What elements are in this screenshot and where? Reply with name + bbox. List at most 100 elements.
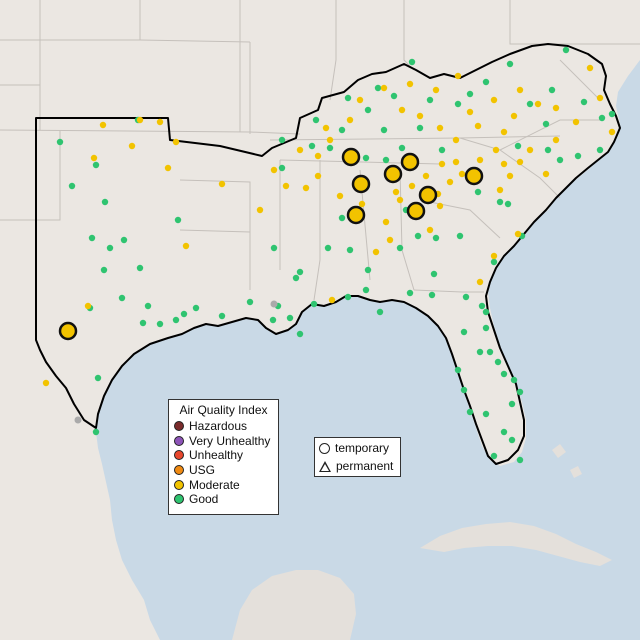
aqi-marker-temporary-moderate[interactable] xyxy=(346,205,366,225)
aqi-marker-good[interactable] xyxy=(508,400,516,408)
aqi-marker-good[interactable] xyxy=(478,302,486,310)
aqi-marker-good[interactable] xyxy=(346,246,354,254)
aqi-marker-good[interactable] xyxy=(144,302,152,310)
aqi-marker-temporary-moderate[interactable] xyxy=(341,147,361,167)
aqi-marker-good[interactable] xyxy=(308,142,316,150)
aqi-marker-moderate[interactable] xyxy=(506,172,514,180)
aqi-marker-good[interactable] xyxy=(574,152,582,160)
aqi-marker-good[interactable] xyxy=(466,90,474,98)
aqi-marker-moderate[interactable] xyxy=(398,106,406,114)
aqi-marker-good[interactable] xyxy=(460,386,468,394)
aqi-marker-no-data[interactable] xyxy=(74,416,82,424)
aqi-marker-good[interactable] xyxy=(139,319,147,327)
aqi-marker-moderate[interactable] xyxy=(346,116,354,124)
aqi-marker-temporary-moderate[interactable] xyxy=(351,174,371,194)
aqi-marker-moderate[interactable] xyxy=(382,218,390,226)
aqi-marker-moderate[interactable] xyxy=(372,248,380,256)
aqi-marker-good[interactable] xyxy=(344,293,352,301)
aqi-marker-moderate[interactable] xyxy=(432,86,440,94)
aqi-marker-good[interactable] xyxy=(362,286,370,294)
aqi-marker-moderate[interactable] xyxy=(476,156,484,164)
aqi-marker-temporary-moderate[interactable] xyxy=(383,164,403,184)
aqi-marker-good[interactable] xyxy=(482,324,490,332)
aqi-marker-moderate[interactable] xyxy=(572,118,580,126)
aqi-marker-good[interactable] xyxy=(92,428,100,436)
aqi-marker-good[interactable] xyxy=(324,244,332,252)
aqi-marker-good[interactable] xyxy=(598,114,606,122)
aqi-marker-good[interactable] xyxy=(454,366,462,374)
aqi-marker-moderate[interactable] xyxy=(42,379,50,387)
aqi-marker-moderate[interactable] xyxy=(406,80,414,88)
aqi-marker-moderate[interactable] xyxy=(328,296,336,304)
aqi-marker-good[interactable] xyxy=(414,232,422,240)
aqi-marker-moderate[interactable] xyxy=(156,118,164,126)
aqi-marker-moderate[interactable] xyxy=(322,124,330,132)
aqi-marker-moderate[interactable] xyxy=(270,166,278,174)
aqi-marker-good[interactable] xyxy=(296,330,304,338)
aqi-marker-moderate[interactable] xyxy=(492,146,500,154)
aqi-marker-good[interactable] xyxy=(476,348,484,356)
aqi-marker-good[interactable] xyxy=(500,370,508,378)
aqi-marker-good[interactable] xyxy=(338,214,346,222)
aqi-marker-moderate[interactable] xyxy=(542,170,550,178)
aqi-marker-moderate[interactable] xyxy=(356,96,364,104)
aqi-marker-moderate[interactable] xyxy=(172,138,180,146)
aqi-marker-temporary-moderate[interactable] xyxy=(400,152,420,172)
aqi-marker-good[interactable] xyxy=(278,136,286,144)
aqi-marker-moderate[interactable] xyxy=(380,84,388,92)
aqi-marker-moderate[interactable] xyxy=(136,116,144,124)
aqi-marker-moderate[interactable] xyxy=(596,94,604,102)
aqi-marker-moderate[interactable] xyxy=(396,196,404,204)
aqi-marker-moderate[interactable] xyxy=(474,122,482,130)
aqi-marker-good[interactable] xyxy=(482,410,490,418)
aqi-marker-good[interactable] xyxy=(174,216,182,224)
aqi-marker-good[interactable] xyxy=(504,200,512,208)
aqi-marker-good[interactable] xyxy=(376,308,384,316)
aqi-marker-moderate[interactable] xyxy=(426,226,434,234)
aqi-marker-good[interactable] xyxy=(516,388,524,396)
aqi-marker-moderate[interactable] xyxy=(466,108,474,116)
aqi-marker-moderate[interactable] xyxy=(452,136,460,144)
aqi-marker-good[interactable] xyxy=(544,146,552,154)
aqi-marker-good[interactable] xyxy=(456,232,464,240)
aqi-marker-moderate[interactable] xyxy=(218,180,226,188)
aqi-marker-moderate[interactable] xyxy=(182,242,190,250)
aqi-marker-good[interactable] xyxy=(514,142,522,150)
aqi-marker-moderate[interactable] xyxy=(164,164,172,172)
aqi-marker-good[interactable] xyxy=(156,320,164,328)
aqi-marker-moderate[interactable] xyxy=(386,236,394,244)
aqi-marker-good[interactable] xyxy=(118,294,126,302)
aqi-marker-good[interactable] xyxy=(490,452,498,460)
aqi-marker-moderate[interactable] xyxy=(586,64,594,72)
aqi-marker-moderate[interactable] xyxy=(282,182,290,190)
aqi-marker-good[interactable] xyxy=(270,244,278,252)
aqi-marker-good[interactable] xyxy=(406,289,414,297)
aqi-marker-good[interactable] xyxy=(482,308,490,316)
aqi-marker-good[interactable] xyxy=(380,126,388,134)
aqi-marker-good[interactable] xyxy=(562,46,570,54)
aqi-marker-good[interactable] xyxy=(426,96,434,104)
aqi-marker-good[interactable] xyxy=(510,376,518,384)
aqi-marker-moderate[interactable] xyxy=(408,182,416,190)
aqi-marker-good[interactable] xyxy=(490,258,498,266)
aqi-marker-moderate[interactable] xyxy=(392,188,400,196)
aqi-marker-moderate[interactable] xyxy=(314,152,322,160)
aqi-marker-good[interactable] xyxy=(338,126,346,134)
aqi-marker-moderate[interactable] xyxy=(516,158,524,166)
aqi-marker-moderate[interactable] xyxy=(534,100,542,108)
aqi-marker-good[interactable] xyxy=(508,436,516,444)
aqi-marker-moderate[interactable] xyxy=(438,160,446,168)
aqi-marker-good[interactable] xyxy=(416,124,424,132)
aqi-marker-good[interactable] xyxy=(101,198,109,206)
aqi-marker-good[interactable] xyxy=(278,164,286,172)
aqi-marker-moderate[interactable] xyxy=(436,124,444,132)
aqi-marker-moderate[interactable] xyxy=(422,172,430,180)
aqi-marker-good[interactable] xyxy=(68,182,76,190)
aqi-marker-moderate[interactable] xyxy=(446,178,454,186)
aqi-marker-good[interactable] xyxy=(506,60,514,68)
aqi-marker-good[interactable] xyxy=(192,304,200,312)
aqi-marker-good[interactable] xyxy=(382,156,390,164)
aqi-marker-good[interactable] xyxy=(56,138,64,146)
aqi-marker-good[interactable] xyxy=(120,236,128,244)
aqi-marker-good[interactable] xyxy=(390,92,398,100)
